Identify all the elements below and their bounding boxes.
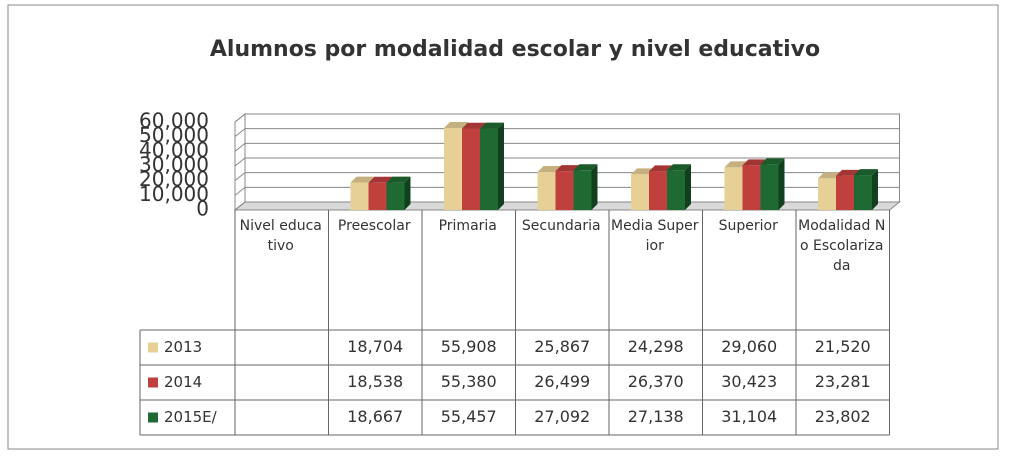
bar-top	[667, 164, 691, 171]
bar-side	[872, 169, 878, 210]
bar	[480, 128, 498, 210]
bar	[573, 170, 592, 210]
bar	[854, 175, 872, 210]
y-tick-label: 30,000	[139, 153, 209, 177]
bar-top	[742, 159, 767, 166]
bar-top	[350, 176, 375, 183]
bar	[724, 167, 743, 210]
bar-top	[836, 169, 860, 176]
legend-label: 2015E/	[164, 408, 218, 426]
chart-frame	[7, 4, 999, 450]
bar	[742, 165, 761, 210]
bar-side	[591, 164, 598, 210]
data-label: 23,281	[815, 372, 871, 391]
bar	[667, 170, 685, 210]
x-tick-label: Media Superior	[611, 218, 699, 254]
data-label: 27,092	[534, 407, 590, 426]
grid-line	[234, 113, 900, 123]
data-label: 26,499	[534, 372, 590, 391]
y-tick-label: 20,000	[139, 167, 209, 191]
bar-top	[462, 122, 486, 129]
grid-line	[234, 128, 900, 138]
legend-swatch	[148, 377, 158, 388]
bar	[444, 128, 462, 210]
x-tick-label: Secundaria	[521, 218, 601, 234]
bar	[462, 128, 480, 210]
bar	[760, 164, 779, 210]
bar-top	[854, 169, 878, 176]
data-label: 30,423	[721, 372, 777, 391]
bar-side	[498, 122, 504, 210]
data-label: 18,667	[347, 407, 403, 426]
bar	[836, 175, 854, 210]
data-label: 23,802	[815, 407, 871, 426]
data-label: 18,704	[347, 337, 403, 356]
bar-side	[404, 176, 411, 210]
x-tick-label: Primaria	[438, 218, 497, 234]
data-label: 24,298	[628, 337, 684, 356]
bar	[368, 182, 387, 210]
bar-top	[480, 122, 504, 129]
chart-title: Alumnos por modalidad escolar y nivel ed…	[210, 37, 820, 62]
bar-top	[649, 165, 673, 172]
y-tick-label: 50,000	[139, 123, 209, 147]
legend-label: 2014	[164, 373, 202, 391]
data-label: 27,138	[628, 407, 684, 426]
bar	[350, 182, 369, 210]
bar	[537, 172, 556, 210]
x-tick-label: Nivel educativo	[239, 218, 322, 254]
data-label: 55,380	[441, 372, 497, 391]
bar-top	[537, 166, 562, 173]
bar	[386, 182, 405, 210]
bar	[649, 171, 667, 210]
data-label: 55,908	[441, 337, 497, 356]
data-label: 31,104	[721, 407, 777, 426]
legend-swatch	[148, 412, 158, 423]
data-label: 29,060	[721, 337, 777, 356]
legend-label: 2013	[164, 338, 202, 356]
data-label: 25,867	[534, 337, 590, 356]
y-tick-label: 40,000	[139, 138, 209, 162]
legend-swatch	[148, 342, 158, 353]
bar	[555, 171, 574, 210]
data-label: 55,457	[441, 407, 497, 426]
bar	[818, 178, 836, 210]
x-tick-label: Preescolar	[337, 218, 411, 234]
y-tick-label: 60,000	[139, 109, 209, 133]
bar-top	[444, 122, 468, 129]
bar-side	[778, 158, 785, 210]
bar-top	[555, 165, 580, 172]
grid-line	[234, 142, 900, 152]
bar-top	[386, 176, 411, 183]
bar-top	[573, 164, 598, 171]
y-tick-label: 10,000	[139, 182, 209, 206]
data-label: 21,520	[815, 337, 871, 356]
bar-top	[760, 158, 785, 165]
x-tick-label: Superior	[718, 218, 778, 234]
bar	[631, 174, 649, 210]
y-tick-label: 0	[196, 197, 209, 221]
x-tick-label: Modalidad No Escolarizada	[798, 218, 886, 274]
bar-side	[685, 164, 691, 210]
data-label: 26,370	[628, 372, 684, 391]
grid-line	[234, 157, 900, 167]
data-label: 18,538	[347, 372, 403, 391]
bar-top	[368, 176, 393, 183]
